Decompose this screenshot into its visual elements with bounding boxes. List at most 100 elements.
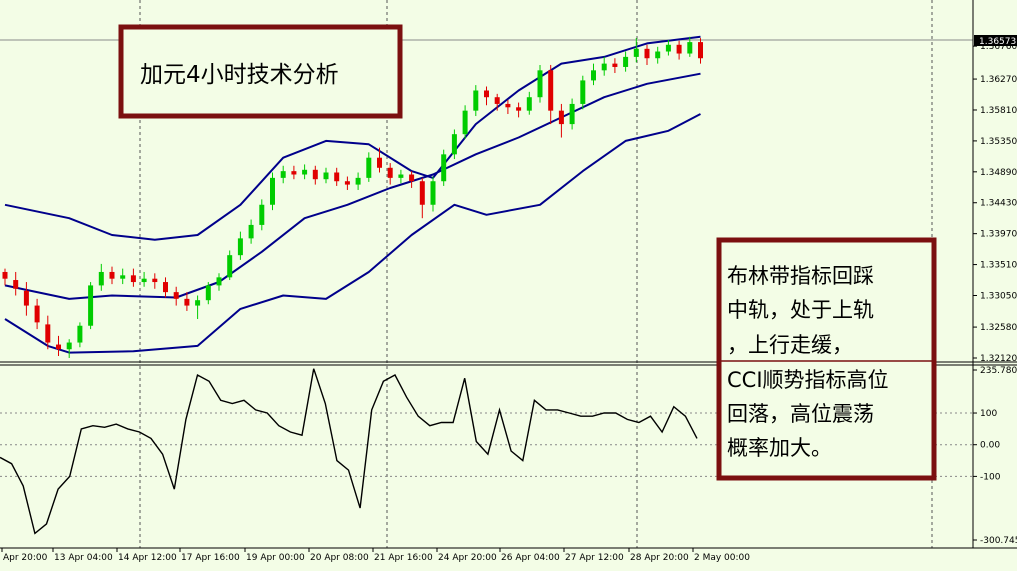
candle-26 [280,165,286,184]
price-label-0: 1.36760 [980,42,1017,52]
current-price-badge: 1.36573 [974,35,1017,47]
cci-label-4: -300.745 [980,536,1017,546]
cci-label-0: 235.7808 [980,366,1017,376]
time-label-2: 14 Apr 12:00 [118,553,177,563]
candle-47 [505,99,511,115]
lower-band [4,113,701,354]
time-label-11: 2 May 00:00 [694,553,750,563]
candle-7 [77,322,83,348]
candle-37 [398,169,404,184]
candle-13 [141,271,147,287]
price-label-2: 1.35810 [980,106,1017,116]
time-label-6: 21 Apr 16:00 [374,553,433,563]
price-label-4: 1.34890 [980,168,1017,178]
candle-38 [409,171,415,188]
candle-42 [451,129,457,160]
candle-34 [366,152,372,182]
candle-28 [302,164,308,180]
candle-18 [195,295,201,320]
candle-31 [334,167,340,186]
candle-58 [623,51,629,72]
price-label-6: 1.33970 [980,230,1017,240]
candle-64 [687,36,693,57]
candle-10 [109,266,115,285]
candle-29 [312,165,318,185]
note-line-3: ，上行走缓， [727,333,853,357]
price-label-10: 1.32120 [980,354,1017,364]
candle-44 [473,85,479,117]
cci-line [0,368,698,535]
candle-39 [419,177,425,219]
candle-59 [633,38,639,63]
title-box: 加元4小时技术分析 [118,24,403,119]
candle-43 [462,105,468,139]
candle-54 [580,75,586,110]
price-pane [0,35,973,358]
upper-band [4,35,701,241]
candle-1 [13,271,19,296]
candlesticks [2,36,703,358]
candle-65 [698,38,703,64]
time-axis: Apr 20:00 13 Apr 04:00 14 Apr 12:00 17 Apr … [1,548,750,563]
candle-60 [644,44,650,65]
candle-30 [323,167,329,184]
price-label-7: 1.33510 [980,261,1017,271]
candle-23 [248,219,254,244]
time-label-3: 17 Apr 16:00 [181,553,240,563]
candle-19 [205,282,211,305]
candle-40 [430,176,436,212]
candle-8 [88,282,94,330]
candle-45 [484,86,489,106]
candle-49 [526,91,532,115]
candle-4 [45,315,51,350]
note-line-6: 概率加大。 [727,436,832,460]
candle-56 [601,56,607,76]
candle-5 [56,335,61,356]
current-price-label: 1.36573 [979,37,1016,47]
price-label-1: 1.36270 [980,75,1017,85]
candle-46 [494,93,500,111]
price-label-3: 1.35350 [980,137,1017,147]
analysis-note-box: 布林带指标回踩 中轨，处于上轨 ，上行走缓， CCI顺势指标高位 回落，高位震荡… [716,237,937,481]
note-line-2: 中轨，处于上轨 [727,298,874,322]
time-label-4: 19 Apr 00:00 [246,553,305,563]
candle-16 [173,286,179,306]
candle-27 [291,165,297,180]
time-label-0: Apr 20:00 [3,553,48,563]
candle-24 [259,199,265,231]
time-label-10: 28 Apr 20:00 [630,553,689,563]
candle-15 [163,277,168,298]
candle-6 [66,339,72,358]
candle-51 [548,64,554,125]
candle-32 [344,176,350,190]
note-line-1: 布林带指标回踩 [727,264,874,288]
chart-title: 加元4小时技术分析 [140,62,339,88]
candle-9 [98,263,104,291]
candle-20 [216,273,222,291]
note-line-5: 回落，高位震荡 [727,402,874,426]
candle-52 [558,103,564,138]
candle-0 [2,268,8,286]
cci-label-2: 0.00 [980,441,1000,451]
time-label-8: 26 Apr 04:00 [501,553,560,563]
candle-2 [23,282,29,316]
note-line-4: CCI顺势指标高位 [727,368,889,392]
price-label-8: 1.33050 [980,291,1017,301]
candle-22 [237,231,243,260]
candle-48 [516,102,522,118]
time-label-1: 13 Apr 04:00 [54,553,113,563]
candle-11 [120,268,126,285]
candle-55 [591,63,596,86]
time-label-9: 27 Apr 12:00 [565,553,624,563]
price-label-5: 1.34430 [980,199,1017,209]
candle-50 [537,64,543,103]
candle-21 [227,250,233,281]
candle-3 [34,298,40,330]
candle-14 [152,273,158,289]
price-label-9: 1.32580 [980,323,1017,333]
cci-label-1: 100 [980,409,997,419]
candle-33 [355,172,361,190]
cci-axis: 235.7808 100 0.00 -100 -300.745 [973,366,1017,546]
candle-62 [665,40,671,56]
